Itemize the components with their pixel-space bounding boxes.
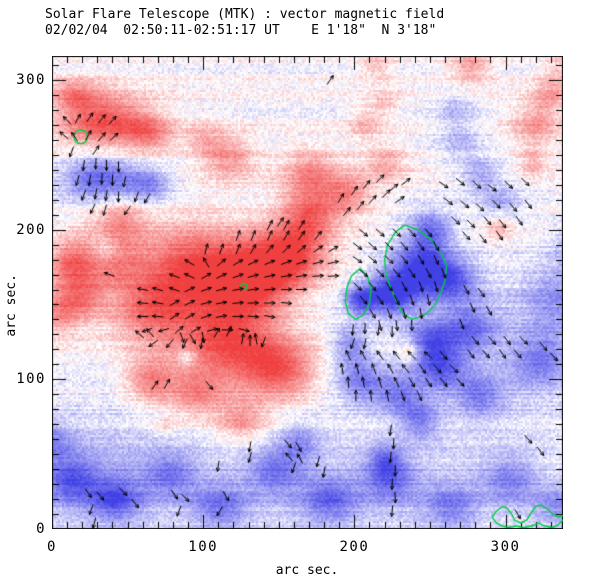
figure-subtitle: 02/02/04 02:50:11-02:51:17 UT E 1'18" N …	[45, 23, 437, 38]
y-tick-label: 100	[16, 371, 46, 388]
y-axis-label: arc sec.	[4, 274, 19, 337]
x-tick-label: 200	[339, 539, 370, 555]
x-tick-label: 300	[490, 539, 521, 555]
x-tick-label: 0	[47, 539, 57, 555]
y-tick-label: 200	[16, 221, 46, 238]
page-title: Solar Flare Telescope (MTK) : vector mag…	[45, 7, 445, 22]
vector-overlay-canvas	[52, 56, 563, 529]
y-tick-label: 300	[16, 71, 46, 88]
x-axis-label: arc sec.	[275, 563, 339, 578]
y-tick-label: 0	[36, 521, 46, 537]
x-tick-label: 100	[188, 539, 219, 555]
